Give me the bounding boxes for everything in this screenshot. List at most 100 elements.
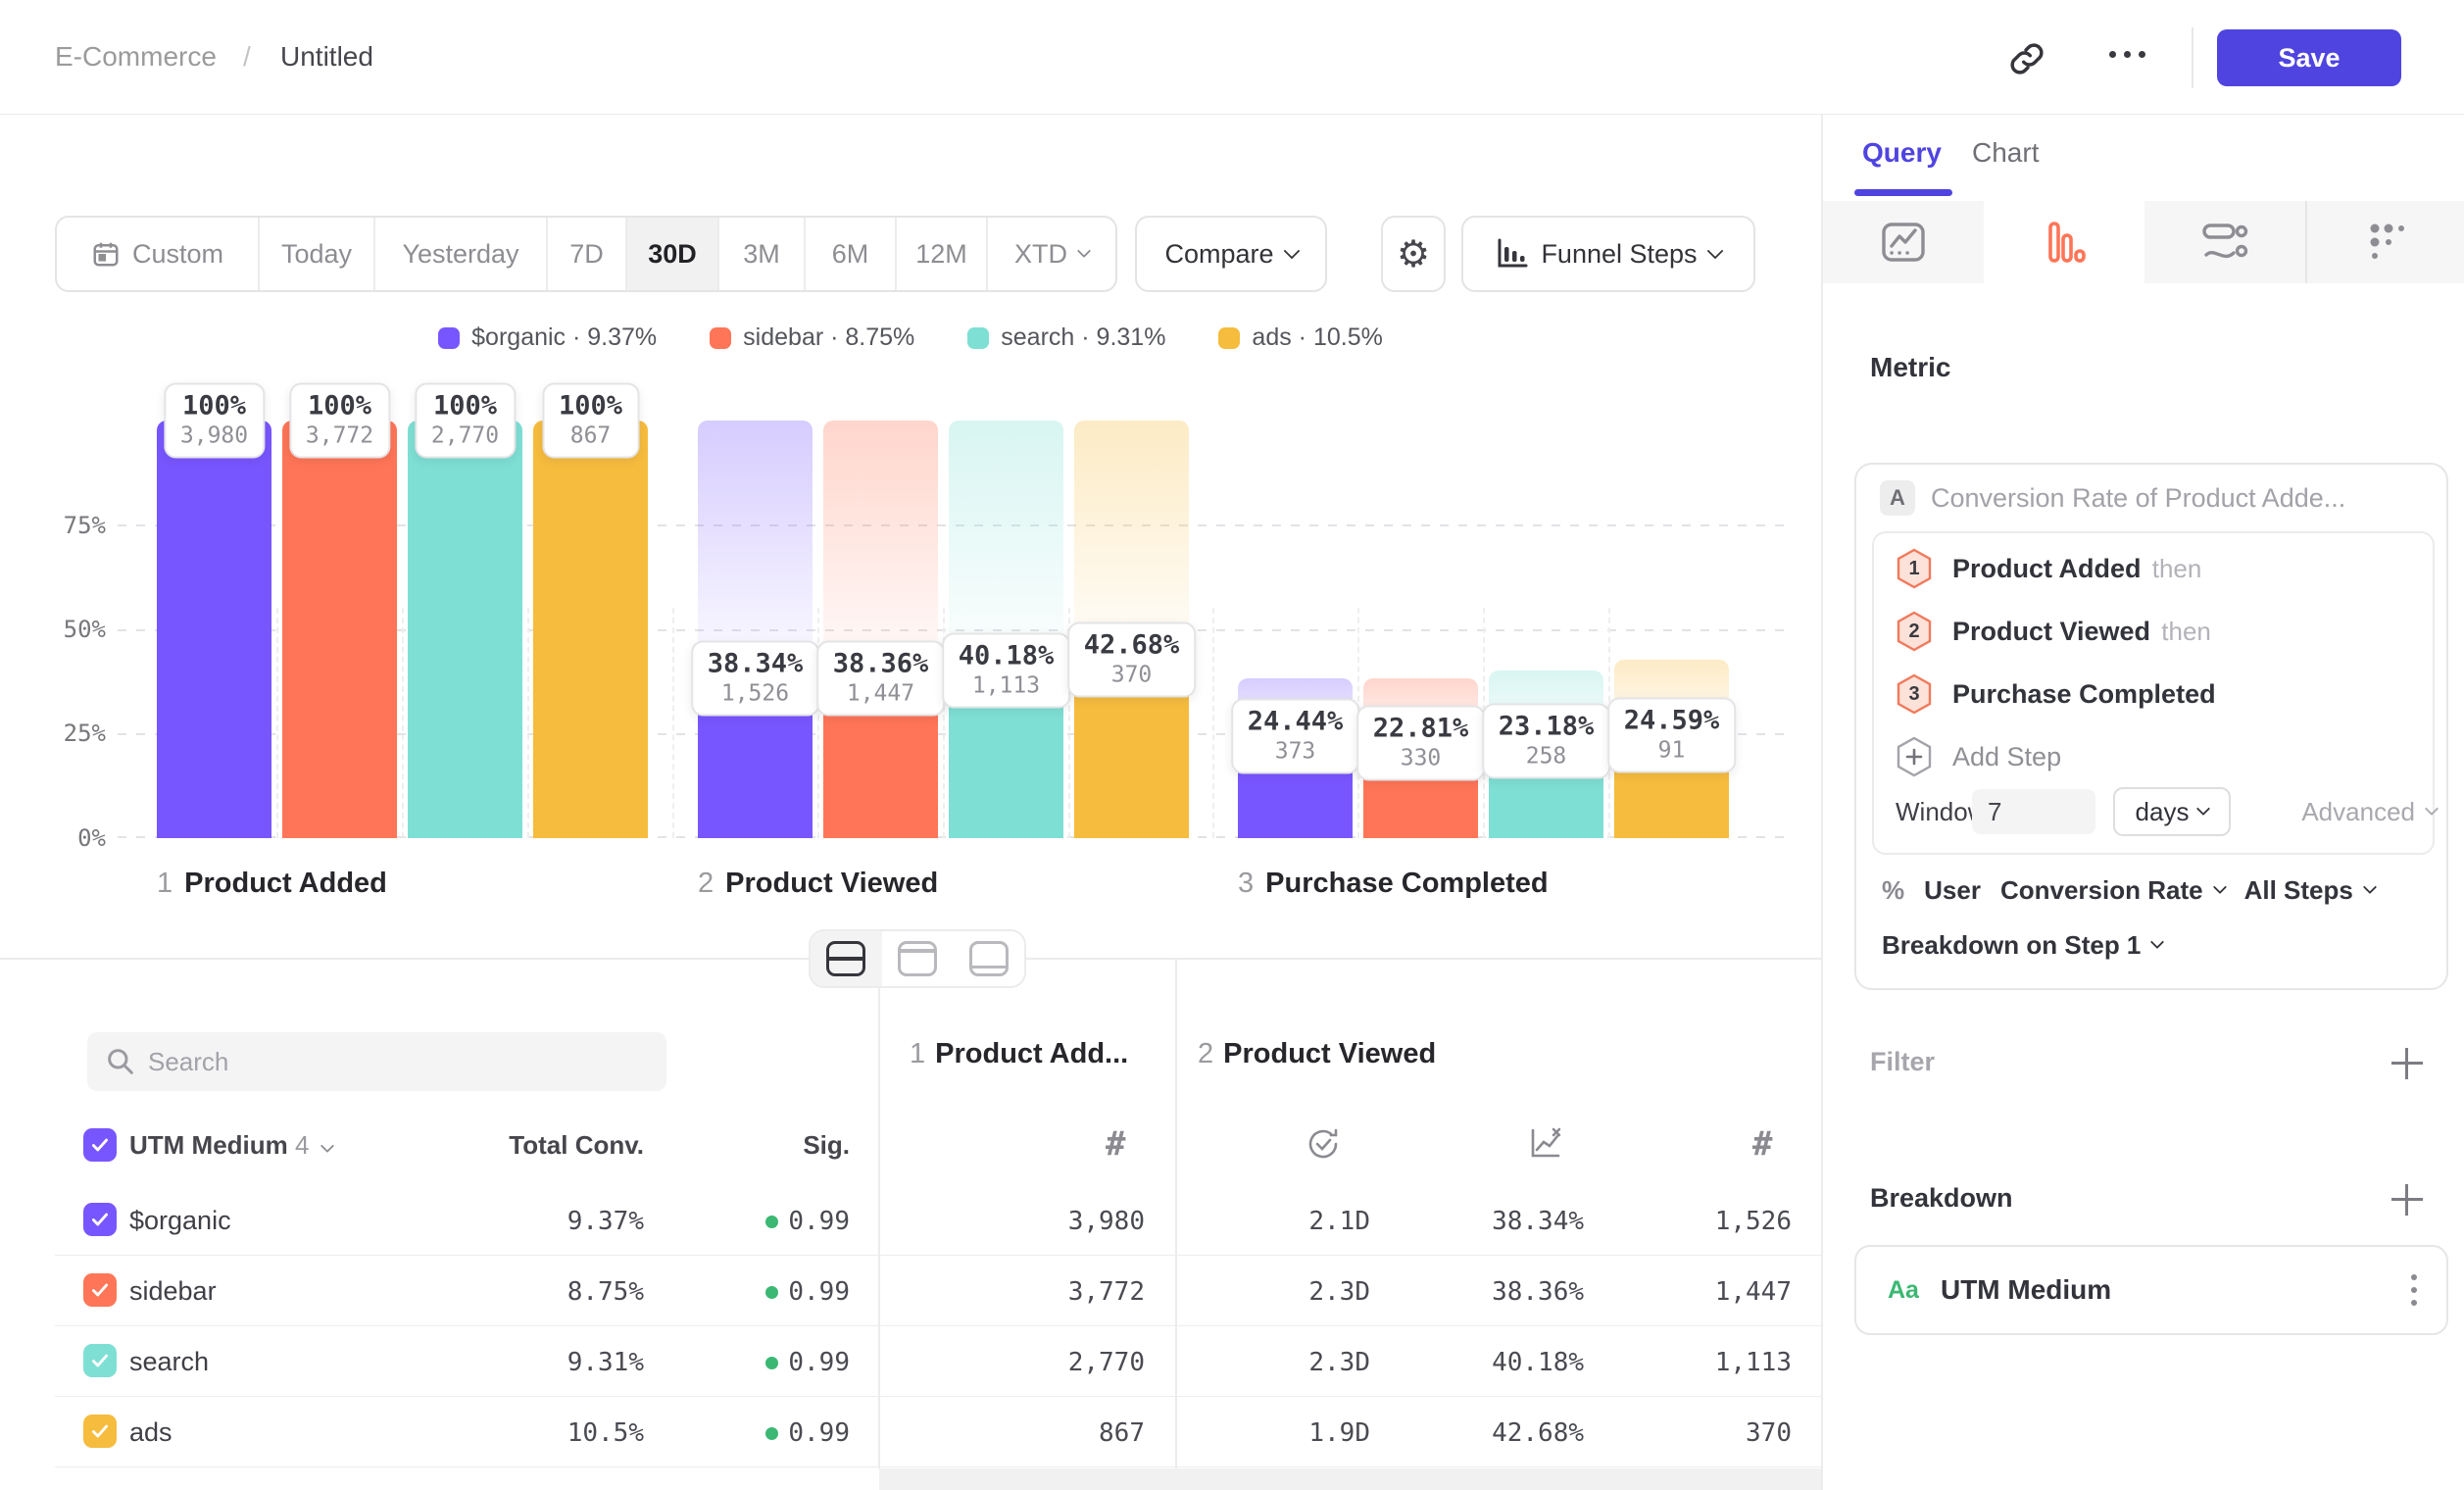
row-checkbox[interactable] (83, 1415, 117, 1448)
legend-label: sidebar · 8.75% (743, 323, 915, 351)
legend-item-sidebar[interactable]: sidebar · 8.75% (710, 323, 914, 352)
date-range-7d[interactable]: 7D (548, 218, 627, 290)
y-axis-tick: 25% (63, 720, 106, 747)
avg-time-column-icon[interactable] (1304, 1124, 1343, 1168)
funnels-icon (2048, 222, 2086, 263)
copy-link-icon[interactable] (2005, 37, 2048, 80)
bar-value-label: 100% 3,980 (163, 382, 266, 459)
cell-step2-conv: 38.34% (1492, 1207, 1584, 1236)
count-column-icon[interactable]: # (1106, 1124, 1126, 1164)
save-button[interactable]: Save (2217, 29, 2401, 86)
compare-button[interactable]: Compare (1135, 216, 1327, 292)
row-checkbox[interactable] (83, 1344, 117, 1377)
y-axis-tick: 75% (63, 512, 106, 539)
cell-step2-count: 1,447 (1714, 1277, 1792, 1307)
legend-item-search[interactable]: search · 9.31% (967, 323, 1165, 352)
date-range-custom[interactable]: Custom (57, 218, 260, 290)
legend-item-organic[interactable]: $organic · 9.37% (438, 323, 657, 352)
bar-value-label: 24.59% 91 (1606, 697, 1737, 773)
table-row-ads[interactable]: ads 10.5% 0.99 867 1.9D 42.68% 370 (0, 1396, 1821, 1466)
bar-value-label: 42.68% 370 (1066, 621, 1197, 698)
add-breakdown-button[interactable] (2388, 1180, 2427, 1219)
add-filter-button[interactable] (2388, 1044, 2427, 1083)
add-step-button[interactable]: Add Step (1896, 735, 2061, 778)
top-bar: E-Commerce / Untitled Save (0, 0, 2464, 115)
horizontal-scrollbar-track[interactable] (879, 1468, 1821, 1490)
more-menu-icon[interactable] (2109, 51, 2145, 58)
layout-chart-only-button[interactable] (882, 931, 954, 986)
cell-step1-count: 2,770 (1067, 1348, 1145, 1377)
chart-type-dropdown[interactable]: Funnel Steps (1461, 216, 1755, 292)
bar-value-label: 38.34% 1,526 (690, 640, 820, 717)
layout-table-only-button[interactable] (953, 931, 1024, 986)
cell-significance: 0.99 (673, 1277, 850, 1307)
entity-label[interactable]: User (1924, 874, 1981, 905)
date-range-6m[interactable]: 6M (806, 218, 897, 290)
funnel-step-row-1[interactable]: 1 Product Added then (1896, 547, 2201, 590)
breakdown-property-card[interactable]: Aa UTM Medium (1854, 1245, 2448, 1335)
calendar-icon (93, 242, 119, 267)
window-value-input[interactable] (1972, 789, 2095, 834)
conversion-window-row: Window days Advanced (1896, 787, 2439, 836)
insights-chart-tab[interactable] (1823, 201, 1984, 283)
window-unit-dropdown[interactable]: days (2113, 787, 2231, 836)
breakdown-column-header[interactable]: UTM Medium 4 (129, 1128, 423, 1162)
select-all-checkbox[interactable] (83, 1128, 117, 1162)
kebab-menu-icon[interactable] (2407, 1270, 2421, 1310)
funnel-ghost-bar (823, 421, 938, 678)
cell-step2-count: 1,113 (1714, 1348, 1792, 1377)
metric-title-row[interactable]: A Conversion Rate of Product Adde... (1880, 478, 2429, 518)
step-label-3: 3 Purchase Completed (1238, 868, 1549, 899)
table-row-search[interactable]: search 9.31% 0.99 2,770 2.3D 40.18% 1,113 (0, 1325, 1821, 1396)
sig-column-header[interactable]: Sig. (803, 1130, 850, 1160)
table-row-organic[interactable]: $organic 9.37% 0.99 3,980 2.1D 38.34% 1,526 (0, 1184, 1821, 1255)
advanced-dropdown[interactable]: Advanced (2280, 797, 2439, 827)
funnels-chart-tab[interactable] (1984, 201, 2144, 283)
date-range-12m[interactable]: 12M (897, 218, 988, 290)
funnel-bar-ads-step1[interactable] (533, 421, 648, 838)
funnel-bar-sidebar-step1[interactable] (282, 421, 397, 838)
chart-type-tabs (1823, 201, 2464, 283)
measurement-scope-dropdown[interactable]: All Steps (2244, 875, 2377, 906)
layout-split-button[interactable] (811, 931, 882, 986)
legend-item-ads[interactable]: ads · 10.5% (1218, 323, 1383, 352)
breakdown-on-step-dropdown[interactable]: Breakdown on Step 1 (1882, 925, 2165, 965)
legend-label: ads · 10.5% (1252, 323, 1383, 351)
string-type-badge: Aa (1888, 1275, 1919, 1304)
significance-dot (765, 1215, 779, 1228)
row-checkbox[interactable] (83, 1203, 117, 1236)
breadcrumb-report-title[interactable]: Untitled (280, 41, 373, 72)
conversion-trend-column-icon[interactable] (1525, 1124, 1564, 1168)
total-conv-column-header[interactable]: Total Conv. (509, 1130, 644, 1160)
chart-settings-button[interactable]: ⚙ (1381, 216, 1446, 292)
cell-total-conv: 8.75% (567, 1277, 644, 1307)
measurement-metric-dropdown[interactable]: Conversion Rate (2000, 875, 2227, 906)
retention-chart-tab[interactable] (2305, 201, 2464, 283)
funnel-step-row-2[interactable]: 2 Product Viewed then (1896, 610, 2211, 653)
tab-chart[interactable]: Chart (1972, 137, 2040, 168)
date-range-xtd[interactable]: XTD (988, 218, 1115, 290)
search-input[interactable] (148, 1032, 648, 1091)
funnel-step-row-3[interactable]: 3 Purchase Completed (1896, 672, 2220, 716)
measurement-row: % User Conversion Rate All Steps (1882, 870, 2377, 910)
table-row-sidebar[interactable]: sidebar 8.75% 0.99 3,772 2.3D 38.36% 1,447 (0, 1255, 1821, 1325)
cell-avg-time: 2.3D (1308, 1277, 1370, 1307)
date-range-yesterday[interactable]: Yesterday (375, 218, 548, 290)
date-range-3m[interactable]: 3M (719, 218, 806, 290)
cell-significance: 0.99 (673, 1207, 850, 1236)
funnel-bar-search-step1[interactable] (408, 421, 522, 838)
step-number-badge: 1 (1896, 548, 1933, 589)
breadcrumb-project[interactable]: E-Commerce (55, 41, 217, 72)
tab-query[interactable]: Query (1862, 137, 1942, 168)
row-checkbox[interactable] (83, 1273, 117, 1307)
funnel-bar-slot: 100% 867 (533, 382, 648, 838)
funnel-bar-slot: 23.18% 258 (1481, 421, 1611, 838)
y-axis-tick: 0% (77, 824, 106, 852)
flows-chart-tab[interactable] (2144, 201, 2305, 283)
date-range-today[interactable]: Today (260, 218, 375, 290)
count-column-icon[interactable]: # (1752, 1124, 1773, 1164)
date-range-30d[interactable]: 30D (627, 218, 719, 290)
funnel-steps-card: 1 Product Added then 2 Product Viewed th… (1872, 531, 2439, 855)
bar-value-label: 38.36% 1,447 (815, 640, 946, 717)
funnel-bar-organic-step1[interactable] (157, 421, 271, 838)
